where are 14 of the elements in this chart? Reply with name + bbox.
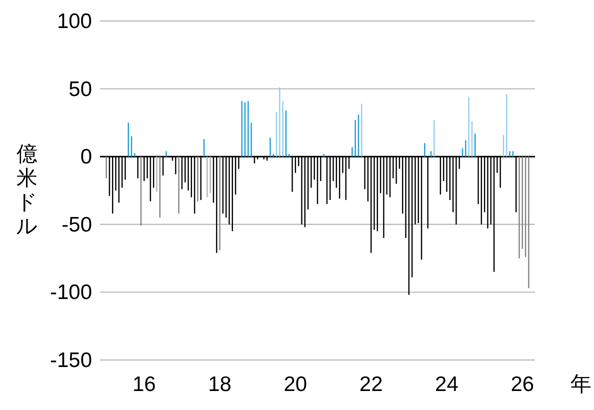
y-tick-label: 100 xyxy=(56,10,92,33)
y-tick-label: 50 xyxy=(68,78,92,101)
x-tick-label: 16 xyxy=(132,373,156,396)
x-tick-label: 22 xyxy=(359,373,383,396)
y-tick-label: -100 xyxy=(50,281,92,304)
y-tick-label: 0 xyxy=(80,146,92,169)
y-tick-label: -150 xyxy=(50,349,92,372)
y-axis-title: 億米ドル xyxy=(16,143,38,238)
x-tick-label: 20 xyxy=(284,373,308,396)
x-tick-label: 24 xyxy=(435,373,459,396)
x-axis-title: 年 xyxy=(570,373,592,396)
x-tick-label: 26 xyxy=(510,373,534,396)
y-tick-label: -50 xyxy=(62,213,92,236)
x-tick-label: 18 xyxy=(208,373,232,396)
